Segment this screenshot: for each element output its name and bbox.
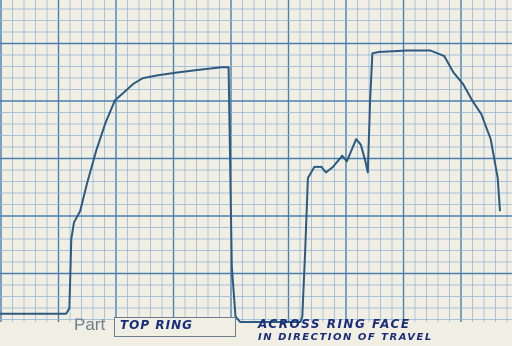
trace-layer bbox=[0, 49, 501, 323]
note-line-1: ACROSS RING FACE bbox=[258, 317, 411, 331]
grid bbox=[0, 0, 512, 322]
part-box bbox=[114, 317, 236, 337]
part-label: Part bbox=[74, 315, 106, 334]
part-value: TOP RING bbox=[120, 318, 193, 332]
series-line-0 bbox=[0, 49, 501, 323]
note-line-2: IN DIRECTION OF TRAVEL bbox=[258, 332, 433, 343]
